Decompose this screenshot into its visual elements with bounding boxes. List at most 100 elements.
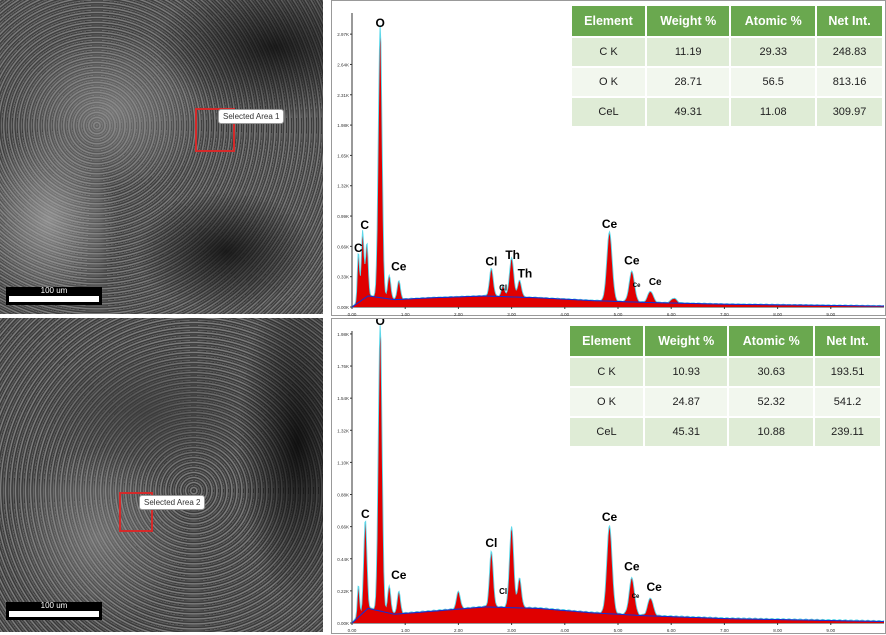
x-tick-label: 6.00: [667, 312, 676, 317]
y-tick-label: 0.88K: [337, 493, 349, 498]
table-row: CeL 45.31 10.88 239.11: [568, 416, 882, 448]
cell-atomic: 11.08: [729, 96, 818, 128]
panel-area-1: Selected Area 1 100 um 0.00K 0.33K 0.66K 0.…: [0, 0, 886, 317]
header-net-int: Net Int.: [815, 4, 884, 38]
y-tick-label: 2.97K: [337, 32, 349, 37]
cell-net-int: 813.16: [815, 66, 884, 98]
cell-atomic: 29.33: [729, 36, 818, 68]
y-tick-label: 1.10K: [337, 460, 349, 465]
scale-bar-line: [9, 611, 99, 617]
peak-label: Ce: [647, 580, 663, 594]
table-row: O K 24.87 52.32 541.2: [568, 386, 882, 418]
scale-bar-line: [9, 296, 99, 302]
y-tick-label: 0.66K: [337, 244, 349, 249]
y-tick-label: 0.00K: [337, 621, 349, 626]
sem-micrograph-2: Selected Area 2 100 um: [0, 318, 323, 632]
peak-label: Ce: [624, 254, 640, 268]
peak-label: C: [361, 507, 370, 521]
peak-label: Cl: [499, 587, 507, 596]
cell-weight: 10.93: [642, 356, 730, 388]
x-tick-label: 4.00: [560, 312, 569, 317]
cell-atomic: 10.88: [727, 416, 816, 448]
eds-spectrum-panel-2: 0.00K 0.22K 0.44K 0.66K 0.88K 1.10K 1.32K 1.54K…: [331, 318, 886, 634]
cell-net-int: 193.51: [813, 356, 882, 388]
header-weight: Weight %: [644, 4, 732, 38]
selected-area-label: Selected Area 1: [218, 109, 285, 124]
x-tick-label: 8.00: [773, 312, 782, 317]
scale-bar-label: 100 um: [40, 601, 68, 610]
header-element: Element: [570, 4, 647, 38]
sem-micrograph-1: Selected Area 1 100 um: [0, 0, 323, 314]
cell-element: O K: [568, 386, 645, 418]
y-tick-label: 2.31K: [337, 93, 349, 98]
peak-label: Ce: [391, 259, 407, 273]
x-tick-label: 5.00: [614, 312, 623, 317]
peak-label: Cl: [485, 536, 497, 550]
x-tick-label: 3.00: [507, 312, 516, 317]
y-tick-label: 1.98K: [337, 123, 349, 128]
selected-area-box[interactable]: [119, 492, 153, 532]
peak-label: Ce: [602, 510, 618, 524]
x-tick-label: 4.00: [560, 628, 569, 633]
composition-table-2: Element Weight % Atomic % Net Int. C K 1…: [568, 324, 882, 448]
peak-label: Ce: [624, 559, 640, 573]
scale-bar: 100 um: [6, 601, 102, 620]
eds-spectrum-chart-2: 0.00K 0.22K 0.44K 0.66K 0.88K 1.10K 1.32K 1.54K…: [337, 319, 885, 633]
x-tick-label: 7.00: [720, 628, 729, 633]
x-tick-label: 6.00: [667, 628, 676, 633]
eds-spectrum-panel-1: 0.00K 0.33K 0.66K 0.99K 1.32K 1.65K 1.98K 2.31K…: [331, 0, 886, 317]
peak-label: O: [376, 16, 385, 30]
cell-element: C K: [568, 356, 645, 388]
cell-net-int: 309.97: [815, 96, 884, 128]
y-tick-label: 0.33K: [337, 275, 349, 280]
cell-net-int: 541.2: [813, 386, 882, 418]
cell-net-int: 239.11: [813, 416, 882, 448]
cell-net-int: 248.83: [815, 36, 884, 68]
selected-area-box[interactable]: [195, 108, 235, 152]
x-tick-label: 7.00: [720, 312, 729, 317]
peak-label: Ce: [632, 594, 640, 600]
x-tick-label: 0.00: [348, 312, 357, 317]
x-tick-label: 1.00: [401, 628, 410, 633]
scale-bar: 100 um: [6, 286, 102, 305]
cell-element: C K: [570, 36, 647, 68]
cell-weight: 24.87: [642, 386, 730, 418]
peak-label: O: [376, 319, 385, 328]
eds-spectrum-chart-1: 0.00K 0.33K 0.66K 0.99K 1.32K 1.65K 1.98K 2.31K…: [337, 13, 885, 317]
x-tick-label: 8.00: [773, 628, 782, 633]
peak-label: Ce: [602, 217, 618, 231]
panel-area-2: Selected Area 2 100 um 0.00K 0.22K 0.44K 0.…: [0, 318, 886, 634]
cell-weight: 11.19: [644, 36, 732, 68]
cell-atomic: 30.63: [727, 356, 816, 388]
table-header-row: Element Weight % Atomic % Net Int.: [570, 4, 884, 38]
x-tick-label: 9.00: [826, 312, 835, 317]
y-tick-label: 1.98K: [337, 332, 349, 337]
x-tick-label: 5.00: [614, 628, 623, 633]
background-fit-line: [351, 295, 884, 308]
table-row: O K 28.71 56.5 813.16: [570, 66, 884, 98]
composition-table-1: Element Weight % Atomic % Net Int. C K 1…: [570, 4, 884, 128]
header-atomic: Atomic %: [727, 324, 816, 358]
peak-label: Th: [505, 248, 520, 262]
scale-bar-label: 100 um: [40, 286, 68, 295]
peak-label: C: [354, 241, 363, 255]
header-net-int: Net Int.: [813, 324, 882, 358]
x-tick-label: 3.00: [507, 628, 516, 633]
peak-label: Ce: [633, 283, 641, 289]
y-tick-label: 1.32K: [337, 184, 349, 189]
x-tick-label: 9.00: [826, 628, 835, 633]
y-tick-label: 0.22K: [337, 589, 349, 594]
peak-label: C: [360, 218, 369, 232]
y-tick-label: 1.32K: [337, 428, 349, 433]
y-tick-label: 0.66K: [337, 525, 349, 530]
y-tick-label: 0.99K: [337, 214, 349, 219]
header-atomic: Atomic %: [729, 4, 818, 38]
peak-label: Ce: [649, 277, 662, 288]
table-header-row: Element Weight % Atomic % Net Int.: [568, 324, 882, 358]
cell-weight: 45.31: [642, 416, 730, 448]
header-weight: Weight %: [642, 324, 730, 358]
header-element: Element: [568, 324, 645, 358]
cell-element: O K: [570, 66, 647, 98]
x-tick-label: 2.00: [454, 628, 463, 633]
spectrum-outline: [351, 325, 885, 624]
